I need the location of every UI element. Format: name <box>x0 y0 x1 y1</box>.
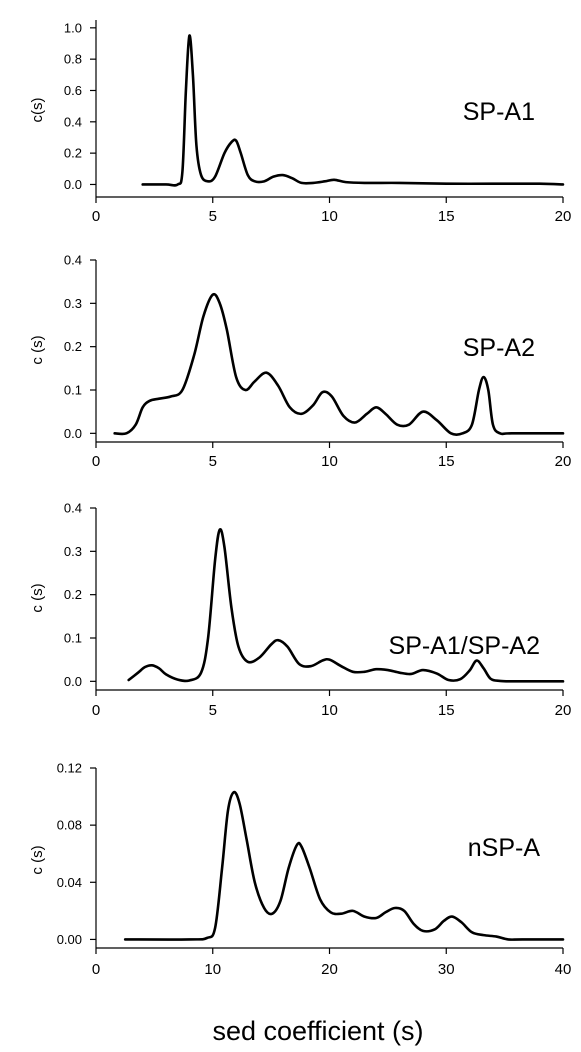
x-tick-label: 30 <box>438 961 455 978</box>
x-tick-label: 20 <box>555 702 572 719</box>
y-tick-label: 0.2 <box>64 587 82 602</box>
x-tick-label: 0 <box>92 453 100 470</box>
y-tick-label: 1.0 <box>64 20 82 35</box>
y-axis-label: c(s) <box>29 98 46 123</box>
y-axis-label: c (s) <box>29 335 46 364</box>
panel-title: SP-A1 <box>463 98 535 126</box>
series-line <box>127 527 565 683</box>
x-tick-label: 5 <box>209 702 217 719</box>
panel-2: 0.0 0.1 0.2 0.3 0.4 0 5 10 15 20 c (s) SP-A2 <box>29 253 571 471</box>
x-tick-label: 15 <box>438 208 455 225</box>
x-tick-label: 10 <box>321 208 338 225</box>
x-tick-label: 5 <box>209 453 217 470</box>
panel-title: nSP-A <box>468 834 541 862</box>
x-tick-label: 20 <box>555 208 572 225</box>
x-tick-label: 15 <box>438 453 455 470</box>
panel-title: SP-A1/SP-A2 <box>389 632 540 660</box>
series-line <box>141 34 565 187</box>
y-tick-label: 0.12 <box>57 761 82 776</box>
x-tick-label: 10 <box>321 702 338 719</box>
y-tick-label: 0.0 <box>64 426 82 441</box>
x-axis-label: sed coefficient (s) <box>212 1016 423 1046</box>
x-tick-label: 20 <box>321 961 338 978</box>
y-tick-label: 0.04 <box>57 875 82 890</box>
x-tick-label: 15 <box>438 702 455 719</box>
panel-title: SP-A2 <box>463 334 535 362</box>
panel-3: 0.0 0.1 0.2 0.3 0.4 0 5 10 15 20 c (s) SP-A1/SP-A2 <box>29 501 571 720</box>
series-line <box>113 292 565 436</box>
x-tick-label: 0 <box>92 702 100 719</box>
y-tick-label: 0.0 <box>64 674 82 689</box>
y-tick-label: 0.6 <box>64 83 82 98</box>
y-tick-label: 0.1 <box>64 383 82 398</box>
y-tick-label: 0.2 <box>64 339 82 354</box>
x-tick-label: 0 <box>92 961 100 978</box>
x-tick-label: 0 <box>92 208 100 225</box>
y-tick-label: 0.4 <box>64 501 82 516</box>
y-tick-label: 0.3 <box>64 296 82 311</box>
x-tick-label: 20 <box>555 453 572 470</box>
y-tick-label: 0.0 <box>64 177 82 192</box>
y-tick-label: 0.08 <box>57 818 82 833</box>
y-axis-label: c (s) <box>29 845 46 874</box>
x-tick-label: 40 <box>555 961 572 978</box>
y-tick-label: 0.3 <box>64 544 82 559</box>
panel-4: 0.00 0.04 0.08 0.12 0 10 20 30 40 c (s) nSP-A <box>29 761 571 979</box>
panel-1: 0.0 0.2 0.4 0.6 0.8 1.0 0 5 10 15 20 c(s) SP-A1 <box>29 20 571 225</box>
y-tick-label: 0.1 <box>64 631 82 646</box>
x-tick-label: 10 <box>321 453 338 470</box>
y-tick-label: 0.4 <box>64 253 82 268</box>
y-tick-label: 0.4 <box>64 114 82 129</box>
x-tick-label: 10 <box>204 961 221 978</box>
series-line <box>123 790 565 941</box>
y-tick-label: 0.2 <box>64 146 82 161</box>
y-tick-label: 0.00 <box>57 932 82 947</box>
x-tick-label: 5 <box>209 208 217 225</box>
y-tick-label: 0.8 <box>64 52 82 67</box>
y-axis-label: c (s) <box>29 583 46 612</box>
